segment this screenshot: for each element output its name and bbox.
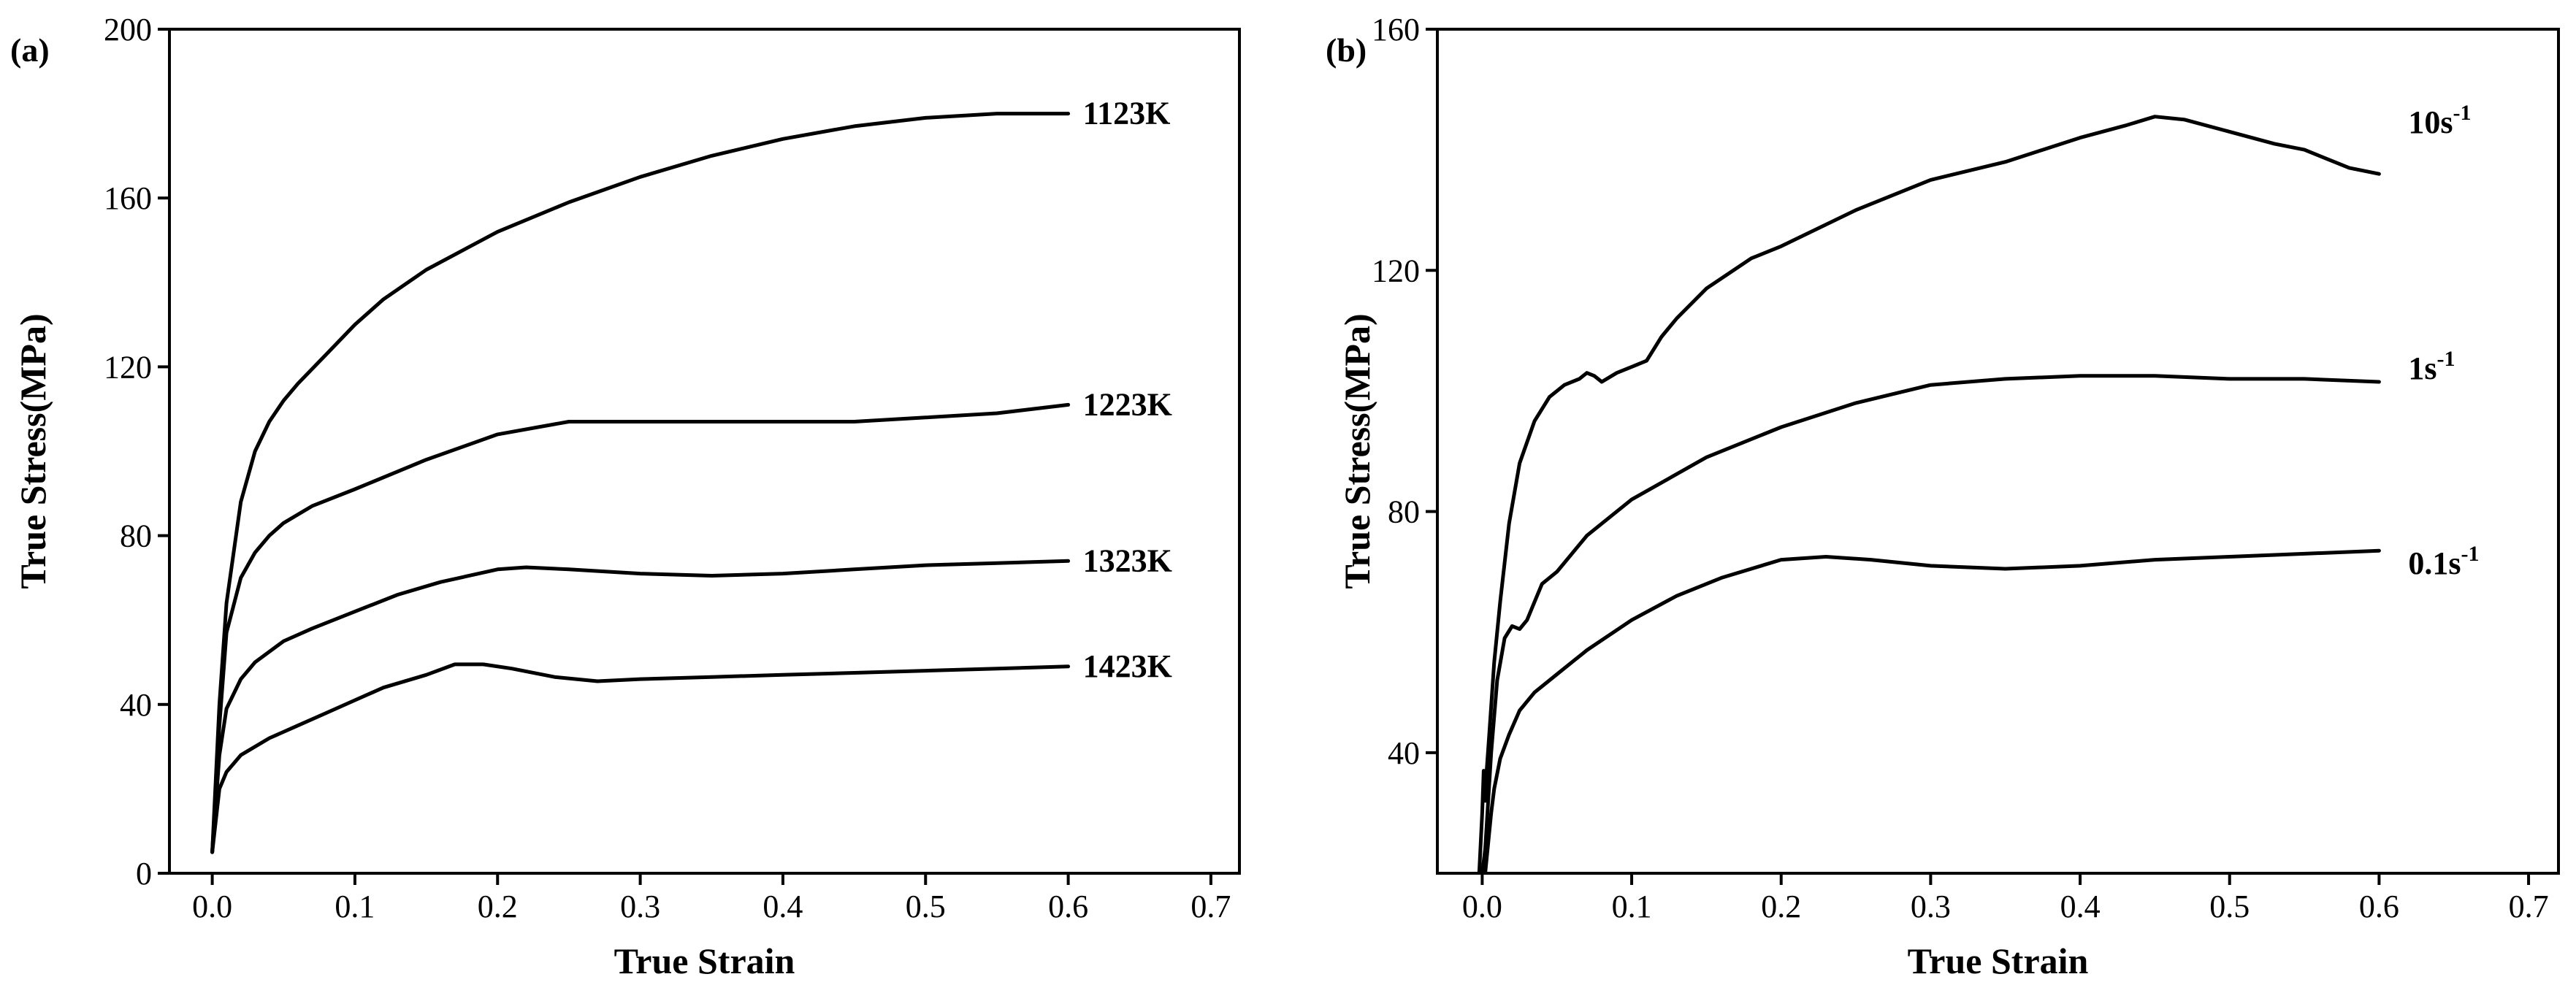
x-tick-label: 0.3 [620, 889, 660, 924]
y-tick-label: 80 [120, 518, 152, 554]
x-tick-label: 0.1 [1612, 889, 1652, 924]
y-tick-label: 160 [1372, 12, 1420, 47]
series-line-1123K [210, 112, 1071, 854]
x-tick-label: 0.3 [1911, 889, 1951, 924]
x-tick-label: 0.6 [1048, 889, 1088, 924]
y-tick-label: 200 [104, 12, 152, 47]
plot-frame [168, 28, 1241, 875]
y-tick-label: 160 [104, 180, 152, 216]
x-tick-label: 0.1 [335, 889, 375, 924]
series-line-1323K [210, 559, 1071, 854]
plot-frame [1436, 28, 2560, 875]
y-tick-label: 40 [120, 687, 152, 723]
x-tick-label: 0.7 [2509, 889, 2549, 924]
x-tick-label: 0.2 [478, 889, 518, 924]
x-tick-label: 0.5 [2209, 889, 2250, 924]
panel-label: (a) [10, 31, 50, 69]
series-label-1s-1: 1s-1 [2408, 347, 2455, 386]
series-label-1223K: 1223K [1083, 386, 1172, 422]
series-label-0.1s-1: 0.1s-1 [2408, 542, 2479, 581]
series-label-1423K: 1423K [1083, 648, 1172, 684]
y-tick-label: 0 [136, 856, 152, 892]
series-line-10s-1 [1477, 115, 2381, 873]
x-tick-label: 0.6 [2359, 889, 2399, 924]
series-label-1323K: 1323K [1083, 542, 1172, 578]
x-tick-label: 0.5 [906, 889, 946, 924]
x-tick-label: 0.4 [763, 889, 803, 924]
series-label-10s-1: 10s-1 [2408, 101, 2471, 140]
series-line-1423K [210, 662, 1071, 854]
series-line-1s-1 [1480, 374, 2381, 873]
x-axis-title: True Strain [1908, 940, 2089, 981]
series-line-0.1s-1 [1483, 548, 2381, 873]
x-tick-label: 0.0 [1462, 889, 1502, 924]
x-tick-label: 0.7 [1190, 889, 1231, 924]
series-label-1123K: 1123K [1083, 96, 1171, 131]
y-axis-title: True Stress(MPa) [1337, 313, 1377, 588]
panel-label: (b) [1326, 31, 1367, 69]
panel-a: 0.0 0.1 0.2 0.3 0.4 0.5 0.6 0.7 0 40 80 120 160 200 Tr… [10, 12, 1241, 981]
x-axis-title: True Strain [614, 940, 795, 981]
y-tick-label: 120 [1372, 253, 1420, 288]
y-axis-title: True Stress(MPa) [12, 313, 53, 588]
panel-b: 0.0 0.1 0.2 0.3 0.4 0.5 0.6 0.7 40 80 120 160 True S… [1326, 12, 2560, 981]
x-tick-label: 0.4 [2060, 889, 2101, 924]
y-tick-label: 80 [1388, 494, 1420, 530]
series-line-1223K [210, 402, 1071, 854]
y-tick-label: 120 [104, 349, 152, 385]
y-tick-label: 40 [1388, 735, 1420, 771]
x-tick-label: 0.0 [192, 889, 232, 924]
x-tick-label: 0.2 [1761, 889, 1801, 924]
